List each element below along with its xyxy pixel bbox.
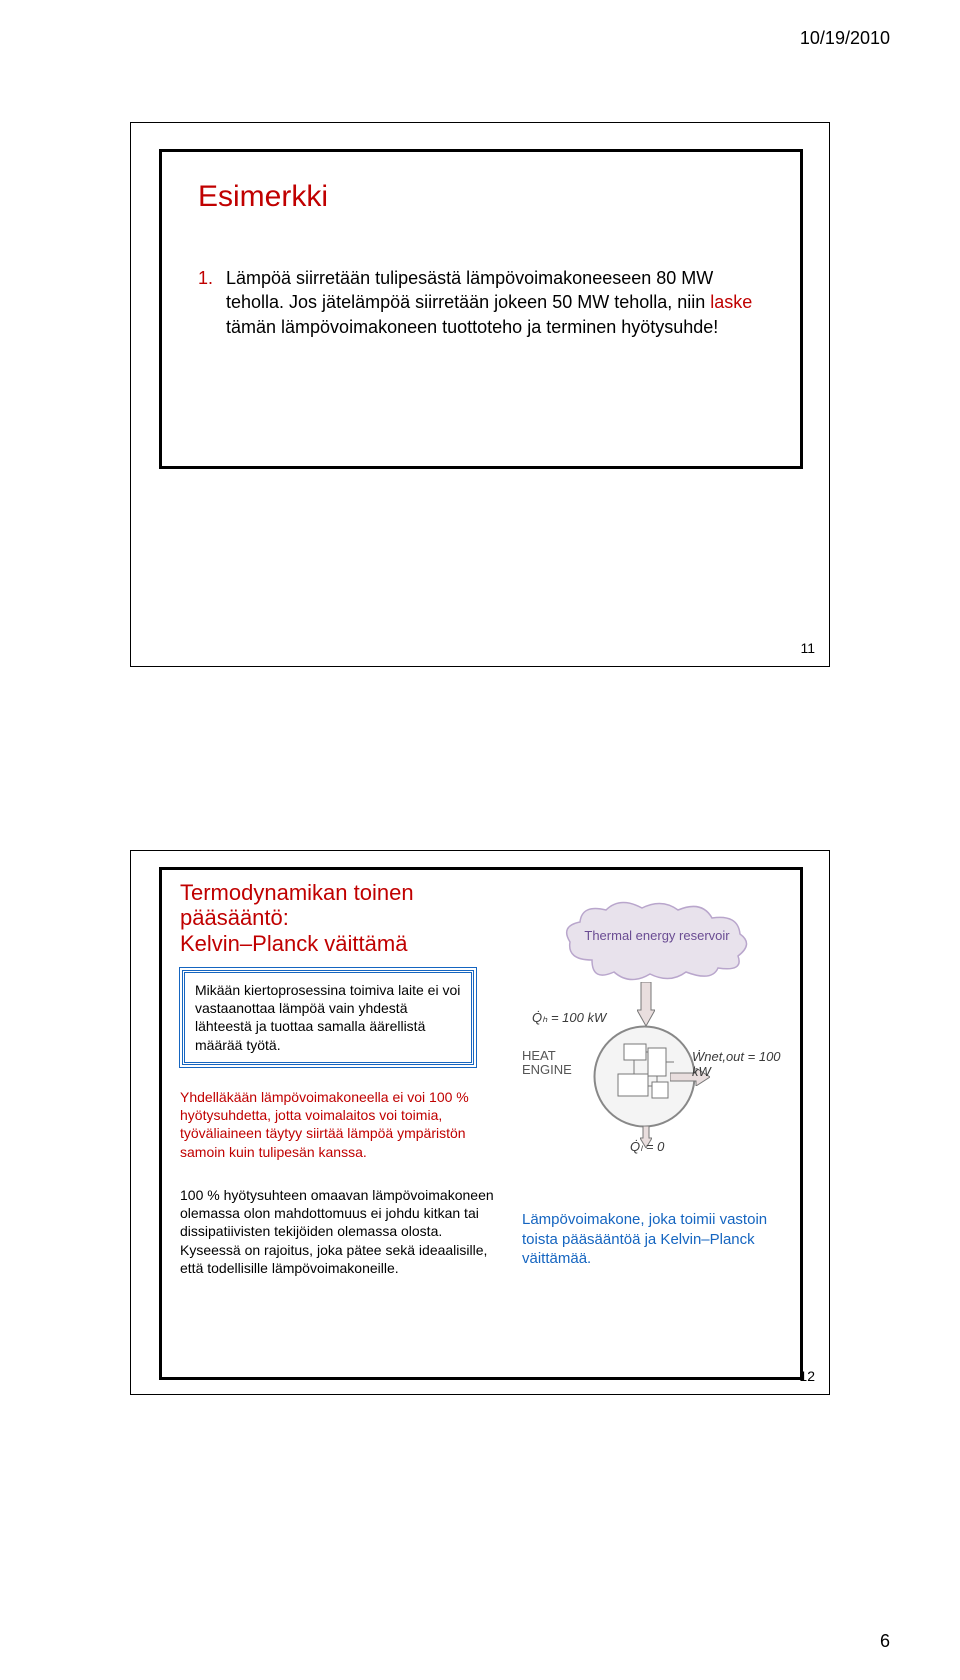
diagram-caption: Lämpövoimakone, joka toimii vastoin tois…	[522, 1210, 792, 1269]
slide-1-item: 1. Lämpöä siirretään tulipesästä lämpövo…	[198, 266, 764, 339]
item-number: 1.	[198, 266, 226, 339]
paragraph-black: 100 % hyötysuhteen omaavan lämpövoimakon…	[180, 1186, 500, 1277]
slide-1-frame: Esimerkki 1. Lämpöä siirretään tulipesäs…	[159, 149, 803, 469]
reservoir-cloud: Thermal energy reservoir	[562, 900, 752, 982]
slide-2-title: Termodynamikan toinen pääsääntö: Kelvin–…	[180, 880, 500, 956]
wnet-label: Ẇnet,out = 100 kW	[692, 1049, 792, 1079]
item-text-red: laske	[710, 292, 752, 312]
slide-1-number: 11	[800, 640, 815, 656]
title-line-2: pääsääntö:	[180, 905, 289, 930]
slide-1: Esimerkki 1. Lämpöä siirretään tulipesäs…	[130, 122, 830, 667]
ql-label: Q̇ₗ = 0	[630, 1139, 664, 1155]
paragraph-red: Yhdelläkään lämpövoimakoneella ei voi 10…	[180, 1088, 500, 1161]
slide-2: Termodynamikan toinen pääsääntö: Kelvin–…	[130, 850, 830, 1395]
heat-engine-diagram: Thermal energy reservoir Q̇ₕ = 100 kW	[522, 894, 792, 1194]
qh-arrow-icon	[637, 982, 655, 1026]
slide-1-title: Esimerkki	[198, 180, 764, 214]
item-text-a: Lämpöä siirretään tulipesästä lämpövoima…	[226, 268, 713, 312]
reservoir-label: Thermal energy reservoir	[562, 928, 752, 943]
slide-2-number: 12	[799, 1368, 815, 1384]
page-date: 10/19/2010	[800, 28, 890, 49]
item-text: Lämpöä siirretään tulipesästä lämpövoima…	[226, 266, 764, 339]
page-number: 6	[880, 1631, 890, 1652]
item-text-b: tämän lämpövoimakoneen tuottoteho ja ter…	[226, 317, 718, 337]
kelvin-planck-statement: Mikään kiertoprosessina toimiva laite ei…	[182, 970, 474, 1065]
slide-2-frame: Termodynamikan toinen pääsääntö: Kelvin–…	[159, 867, 803, 1380]
title-line-3: Kelvin–Planck väittämä	[180, 931, 407, 956]
title-line-1: Termodynamikan toinen	[180, 880, 414, 905]
heat-engine-label: HEAT ENGINE	[522, 1049, 586, 1078]
